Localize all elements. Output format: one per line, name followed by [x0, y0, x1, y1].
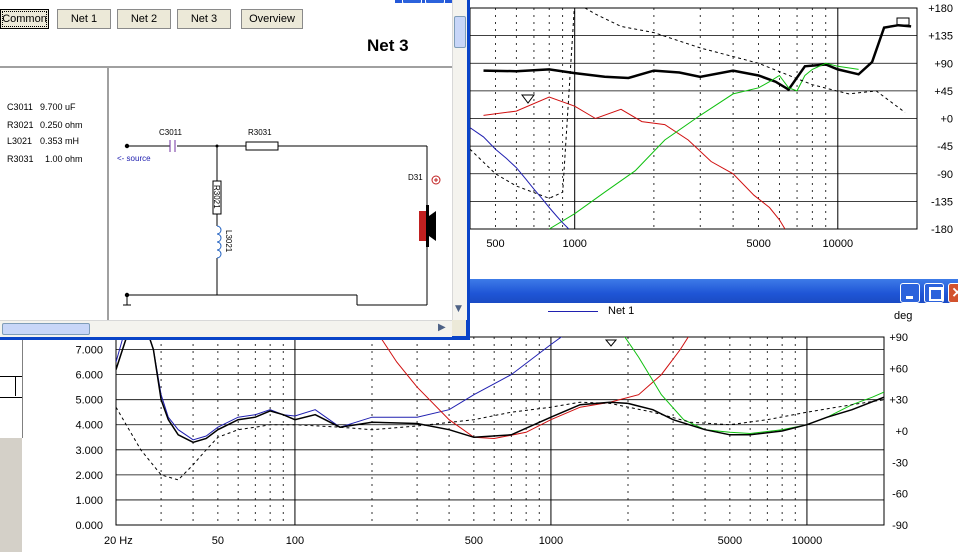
impedance-series-1 — [379, 337, 689, 440]
top-plot-frame — [469, 7, 918, 230]
schematic-label-res-shunt: R3021 — [212, 185, 221, 209]
x-tick-label: 5000 — [746, 238, 770, 250]
background-window-stub — [0, 340, 23, 552]
marker-triangle-icon — [604, 339, 618, 347]
impedance-tick-label: 0.000 — [75, 520, 103, 532]
deg-tick-label: -90 — [892, 520, 908, 532]
x-tick-label: 1000 — [539, 535, 563, 547]
deg-tick-label: +30 — [889, 395, 908, 407]
minimize-icon — [906, 296, 913, 299]
net3-vscrollbar[interactable]: ▼ — [452, 0, 467, 320]
x-tick-label: 500 — [465, 535, 483, 547]
net3-vert-divider — [107, 66, 109, 320]
tab-net3[interactable]: Net 3 — [177, 9, 231, 29]
phase-tick-label: +0 — [940, 114, 953, 126]
top-grid — [469, 7, 918, 230]
maximize-icon — [929, 287, 943, 301]
schematic-label-res-series: R3031 — [248, 128, 272, 137]
close-icon: × — [951, 283, 958, 301]
legend-label-net1: Net 1 — [608, 305, 635, 317]
phase-tick-label: +135 — [928, 31, 953, 43]
x-tick-label: 50 — [212, 535, 224, 547]
tab-overview[interactable]: Overview — [241, 9, 303, 29]
x-tick-label: 5000 — [718, 535, 742, 547]
phase-series-1 — [483, 96, 786, 229]
deg-tick-label: +60 — [889, 363, 908, 375]
x-tick-label: 20 Hz — [104, 535, 133, 547]
impedance-tick-label: 6.000 — [75, 370, 103, 382]
tab-net2[interactable]: Net 2 — [117, 9, 171, 29]
phase-series-0 — [483, 23, 912, 92]
minimize-button[interactable] — [900, 283, 920, 303]
phase-tick-label: +90 — [934, 58, 953, 70]
marker-triangle-icon — [521, 94, 535, 104]
x-tick-label: 10000 — [792, 535, 823, 547]
component-value: 0.353 mH — [40, 136, 80, 146]
impedance-series-4 — [116, 399, 884, 481]
tab-net1[interactable]: Net 1 — [57, 9, 111, 29]
phase-series-3 — [470, 127, 570, 229]
net3-top-divider — [0, 66, 452, 68]
scroll-thumb-vertical[interactable] — [454, 16, 466, 48]
x-tick-label: 10000 — [823, 238, 854, 250]
impedance-tick-label: 7.000 — [75, 345, 103, 357]
net3-heading: Net 3 — [367, 36, 409, 55]
phase-tick-label: -90 — [937, 169, 953, 181]
scroll-down-arrow-icon[interactable]: ▼ — [455, 304, 462, 314]
component-ref: R3021 — [7, 120, 34, 130]
schematic-label-driver: D31 — [408, 173, 423, 182]
scroll-thumb-horizontal[interactable] — [2, 323, 90, 335]
deg-tick-label: +0 — [895, 426, 908, 438]
impedance-tick-label: 3.000 — [75, 445, 103, 457]
net3-hscrollbar[interactable]: ▶ — [0, 320, 452, 337]
impedance-tick-label: 2.000 — [75, 470, 103, 482]
phase-series-2 — [548, 62, 859, 229]
component-ref: C3011 — [7, 102, 33, 112]
crossover-schematic — [123, 140, 441, 306]
phase-series-4 — [470, 8, 906, 199]
component-value: 1.00 ohm — [45, 154, 83, 164]
component-value: 0.250 ohm — [40, 120, 83, 130]
right-axis-unit-label: deg — [894, 310, 913, 322]
scroll-right-arrow-icon[interactable]: ▶ — [438, 322, 446, 333]
impedance-plot-svg: 7.000 6.000 5.000 4.000 3.000 2.000 1.000 0.000… — [75, 332, 908, 547]
marker-box-icon — [896, 17, 910, 26]
net3-window — [0, 0, 470, 340]
phase-tick-label: -135 — [931, 196, 953, 208]
maximize-button[interactable] — [924, 283, 944, 303]
impedance-tick-label: 1.000 — [75, 495, 103, 507]
x-tick-label: 100 — [286, 535, 304, 547]
schematic-label-ind-shunt: L3021 — [224, 230, 233, 253]
component-value: 9.700 uF — [40, 102, 76, 112]
schematic-label-source: <- source — [117, 154, 151, 163]
impedance-series-3 — [116, 337, 884, 444]
schematic-label-cap: C3011 — [159, 128, 182, 137]
tab-common[interactable]: Common — [0, 9, 49, 29]
phase-tick-label: -45 — [937, 141, 953, 153]
deg-tick-label: -60 — [892, 489, 908, 501]
x-tick-label: 500 — [486, 238, 504, 250]
top-phase-plot: 500 1000 5000 10000 +180 +135 +90 +45 +0 -45 -90 -1… — [469, 3, 953, 250]
deg-tick-label: +90 — [889, 332, 908, 344]
x-tick-label: 1000 — [562, 238, 586, 250]
component-ref: R3031 — [7, 154, 34, 164]
net3-title-buttons[interactable] — [402, 0, 422, 4]
deg-tick-label: -30 — [892, 457, 908, 469]
impedance-tick-label: 5.000 — [75, 395, 103, 407]
bottom-plot-frame — [115, 336, 885, 526]
impedance-tick-label: 4.000 — [75, 420, 103, 432]
component-ref: L3021 — [7, 136, 33, 146]
close-button[interactable]: × — [948, 283, 958, 303]
phase-tick-label: +45 — [934, 86, 953, 98]
bottom-grid — [115, 336, 885, 526]
phase-tick-label: -180 — [931, 224, 953, 236]
legend-line-net1 — [548, 311, 598, 312]
top-phase-plot-svg: 500 1000 5000 10000 +180 +135 +90 +45 +0 -45 -90 -1… — [469, 3, 953, 250]
resize-grip-icon[interactable] — [452, 320, 466, 336]
phase-tick-label: +180 — [928, 3, 953, 15]
net3-title-buttons-2[interactable] — [425, 0, 445, 4]
